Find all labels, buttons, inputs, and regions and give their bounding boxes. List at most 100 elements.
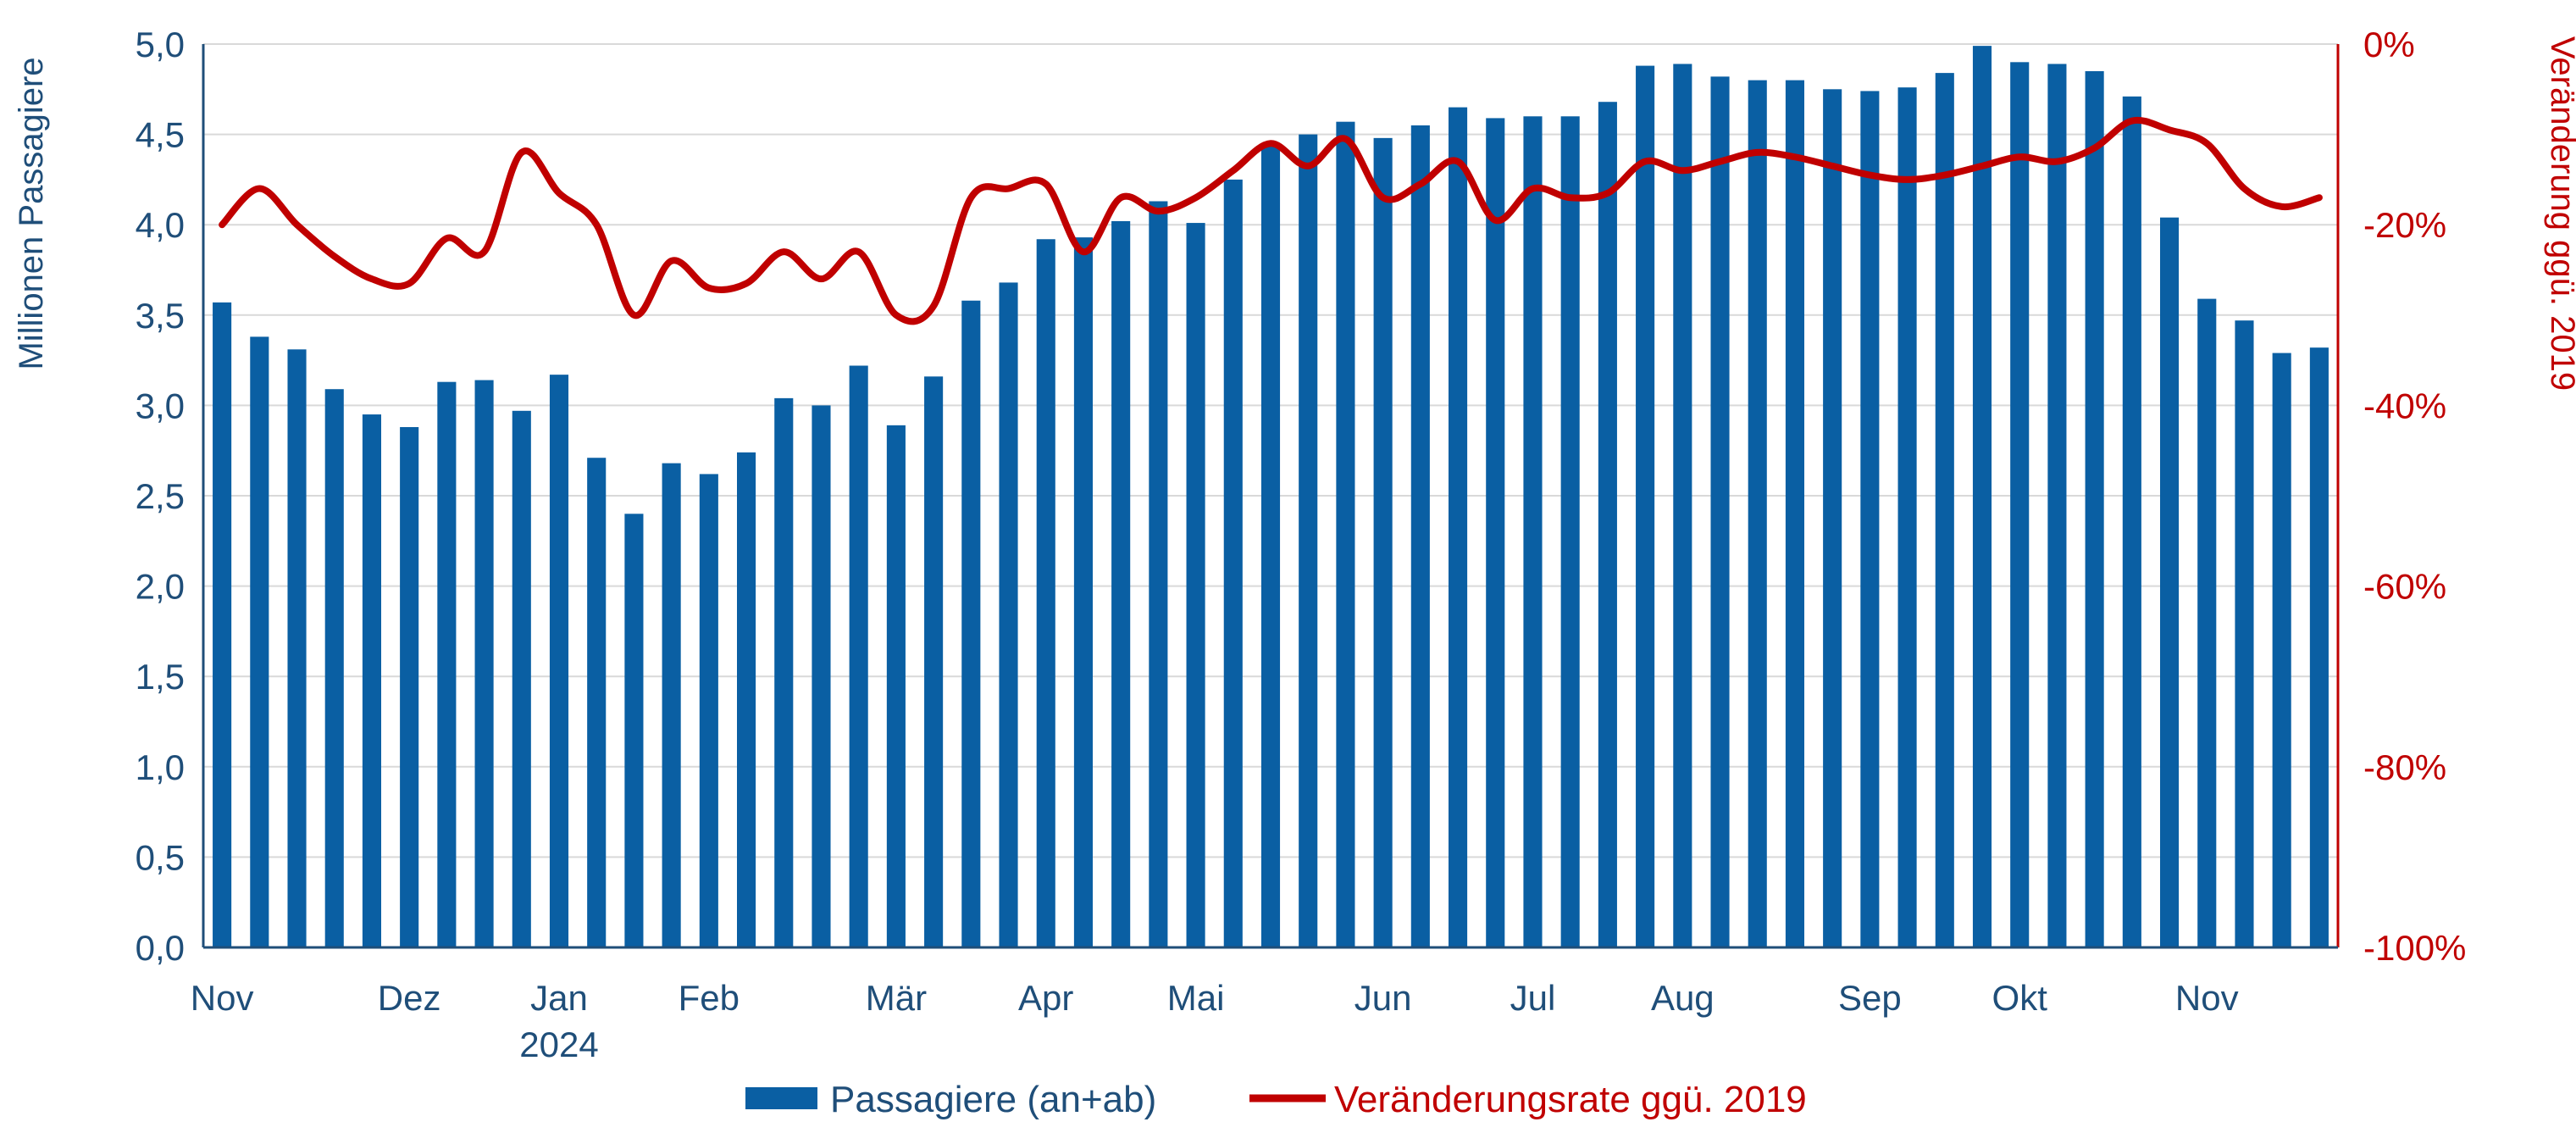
bar <box>1860 91 1880 947</box>
bar <box>1560 116 1580 947</box>
bar <box>2235 320 2254 947</box>
bar <box>737 452 756 947</box>
legend-label-bars: Passagiere (an+ab) <box>830 1079 1156 1120</box>
bar <box>2160 217 2180 947</box>
bar <box>2272 353 2291 947</box>
y-left-tick-label: 4,5 <box>136 115 185 155</box>
x-tick-label: Jun <box>1354 978 1412 1018</box>
bar <box>1897 87 1917 948</box>
bar <box>1036 239 1055 948</box>
bar <box>287 349 307 948</box>
bar <box>1260 143 1281 947</box>
bar <box>1336 121 1355 947</box>
x-tick-label: Nov <box>2175 978 2239 1018</box>
bar <box>1373 137 1393 947</box>
bar-series <box>213 46 2329 948</box>
y-left-tick-label: 3,0 <box>136 386 185 425</box>
line-series <box>219 116 2323 325</box>
bar <box>999 282 1018 947</box>
x-tick-label: Feb <box>679 978 740 1018</box>
bar <box>587 458 607 947</box>
bar <box>2010 62 2030 948</box>
bar <box>1636 65 1655 948</box>
x-tick-label: Jul <box>1510 978 1556 1018</box>
y-left-axis-label: Millionen Passagiere <box>13 57 50 369</box>
bar <box>1410 125 1430 947</box>
bar <box>812 405 831 947</box>
y-left-tick-label: 2,5 <box>136 476 185 516</box>
bar <box>1223 179 1243 947</box>
y-right-tick-label: 0% <box>2363 25 2415 64</box>
bar <box>2309 347 2329 947</box>
x-tick-label: Sep <box>1838 978 1902 1018</box>
bar <box>1673 64 1692 947</box>
bar <box>1149 201 1168 947</box>
bar <box>662 463 681 947</box>
bar <box>1748 80 1767 947</box>
bar <box>2197 298 2217 947</box>
y-left-tick-label: 4,0 <box>136 205 185 245</box>
bar <box>1785 80 1804 947</box>
bar <box>2122 96 2141 947</box>
bar <box>474 380 494 947</box>
bar <box>512 410 531 947</box>
bar <box>1299 134 1318 948</box>
bar <box>549 375 569 947</box>
bar <box>699 474 718 947</box>
bar <box>1111 220 1131 947</box>
bar <box>961 300 981 947</box>
y-left-tick-label: 5,0 <box>136 25 185 64</box>
bar <box>362 414 381 947</box>
y-right-axis-label: Veränderung ggü. 2019 <box>2544 36 2576 391</box>
y-right-tick-label: -40% <box>2363 386 2446 425</box>
y-left-tick-label: 3,5 <box>136 296 185 336</box>
bar <box>624 514 644 947</box>
bar <box>1186 223 1205 947</box>
y-right-tick-label: -80% <box>2363 747 2446 787</box>
x-tick-label: Okt <box>1992 978 2048 1018</box>
x-tick-label: Mai <box>1167 978 1225 1018</box>
x-year-label: 2024 <box>519 1025 598 1064</box>
bar <box>324 389 344 947</box>
bar <box>1823 89 1842 948</box>
y-left-tick-label: 2,0 <box>136 567 185 607</box>
bar <box>1449 107 1468 948</box>
x-tick-label: Dez <box>378 978 441 1018</box>
x-tick-label: Nov <box>191 978 254 1018</box>
right-axis-ticks: -100% -80% -60% -40% -20% 0% <box>2363 25 2466 968</box>
x-tick-label: Aug <box>1651 978 1715 1018</box>
y-right-tick-label: -100% <box>2363 928 2466 968</box>
legend-label-line: Veränderungsrate ggü. 2019 <box>1334 1079 1807 1120</box>
bar <box>1710 76 1730 948</box>
legend-swatch-bars <box>745 1087 817 1109</box>
x-tick-label: Jan <box>530 978 588 1018</box>
left-axis-ticks: 0,0 0,5 1,0 1,5 2,0 2,5 3,0 3,5 4,0 4,5 5,0 <box>136 25 185 968</box>
bar <box>250 336 269 947</box>
axes <box>202 44 2340 949</box>
bar <box>1073 237 1093 947</box>
x-tick-label: Mär <box>866 978 927 1018</box>
bar <box>2047 64 2067 947</box>
bar <box>924 376 944 948</box>
bar <box>400 426 419 947</box>
x-tick-label: Apr <box>1018 978 1073 1018</box>
bar <box>1523 116 1543 947</box>
y-right-tick-label: -60% <box>2363 567 2446 607</box>
legend: Passagiere (an+ab) Veränderungsrate ggü.… <box>745 1079 1807 1120</box>
bar <box>1598 102 1617 947</box>
y-left-tick-label: 1,0 <box>136 747 185 787</box>
bar <box>886 425 906 947</box>
bar <box>2085 70 2104 948</box>
bar <box>1486 118 1505 948</box>
y-right-tick-label: -20% <box>2363 205 2446 245</box>
x-axis-ticks: Nov Dez Jan Feb Mär Apr Mai Jun Jul Aug Sep Okt Nov 2… <box>191 978 2239 1064</box>
bar <box>849 365 868 948</box>
bar <box>1972 46 1992 948</box>
y-left-tick-label: 0,0 <box>136 928 185 968</box>
bar <box>213 302 232 948</box>
bar <box>1935 73 1954 947</box>
bar <box>437 381 457 948</box>
line-series-path <box>219 116 2323 325</box>
y-left-tick-label: 0,5 <box>136 837 185 877</box>
